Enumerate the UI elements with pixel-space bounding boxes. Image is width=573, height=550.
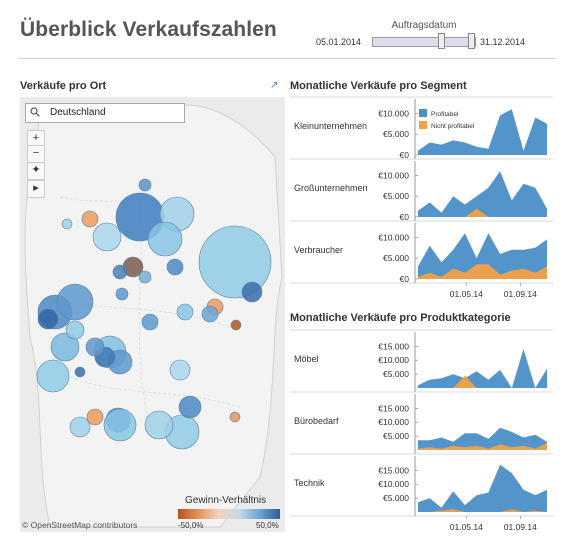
header-divider — [18, 58, 555, 59]
y-tick-label: €10.000 — [378, 479, 409, 489]
map-bubble[interactable] — [229, 411, 241, 423]
date-filter-end[interactable]: 31.12.2014 — [480, 37, 526, 47]
legend-title: Gewinn-Verhältnis — [185, 495, 267, 506]
y-tick-label: €10.000 — [378, 232, 409, 242]
map-bubble[interactable] — [169, 359, 191, 381]
date-filter-start[interactable]: 05.01.2014 — [316, 37, 362, 47]
map-bubble[interactable] — [81, 210, 99, 228]
x-tick-label: 01.05.14 — [450, 289, 483, 299]
map-bubble[interactable] — [36, 359, 70, 393]
map-bubble[interactable] — [241, 281, 263, 303]
y-tick-label: €10.000 — [378, 417, 409, 427]
legend-swatch — [419, 109, 427, 117]
map-bubble[interactable] — [178, 395, 202, 419]
date-filter-label: Auftragsdatum — [391, 20, 457, 31]
area-profitable[interactable] — [418, 464, 547, 512]
legend-label: Nicht profitabel — [431, 123, 475, 130]
external-link-icon[interactable]: ↗ — [270, 80, 279, 91]
map-search-input[interactable] — [25, 103, 185, 123]
map-bubble[interactable] — [138, 270, 152, 284]
area-profitable[interactable] — [418, 109, 547, 155]
y-tick-label: €10.000 — [378, 170, 409, 180]
map-bubble[interactable] — [50, 332, 80, 362]
map-bubble[interactable] — [144, 410, 174, 440]
legend-min-label: -50,0% — [178, 521, 204, 530]
date-slider-handle-start[interactable] — [438, 33, 445, 49]
area-not-profitable[interactable] — [418, 264, 547, 279]
area-not-profitable[interactable] — [418, 443, 547, 450]
y-tick-label: €0 — [400, 212, 410, 222]
map-view[interactable] — [20, 97, 285, 532]
date-range-slider[interactable] — [372, 37, 476, 47]
legend-label: Profitabel — [431, 111, 459, 118]
color-legend-gradient — [178, 509, 280, 519]
pin-map-button[interactable]: ✦ — [27, 162, 45, 180]
area-profitable[interactable] — [418, 349, 547, 388]
map-bubble[interactable] — [74, 366, 86, 378]
x-tick-label: 01.09.14 — [504, 522, 537, 532]
area-not-profitable[interactable] — [418, 208, 547, 217]
map-bubble[interactable] — [69, 416, 91, 438]
map-bubble[interactable] — [85, 337, 105, 357]
map-bubble[interactable] — [115, 287, 129, 301]
search-icon — [30, 107, 40, 117]
search-value[interactable]: Deutschland — [50, 107, 106, 118]
map-bubble[interactable] — [141, 313, 159, 331]
map-bubble[interactable] — [86, 408, 104, 426]
y-tick-label: €10.000 — [378, 355, 409, 365]
map-bubble[interactable] — [37, 308, 59, 330]
map-attribution: © OpenStreetMap contributors — [22, 520, 138, 530]
y-tick-label: €5.000 — [383, 431, 409, 441]
y-tick-label: €0 — [400, 150, 410, 160]
map-tools-button[interactable]: ▸ — [27, 180, 45, 198]
map-bubble[interactable] — [92, 222, 122, 252]
y-tick-label: €5.000 — [383, 129, 409, 139]
map-canvas — [20, 97, 285, 532]
date-slider-handle-end[interactable] — [468, 33, 475, 49]
map-bubble[interactable] — [112, 264, 128, 280]
area-profitable[interactable] — [418, 427, 547, 450]
y-tick-label: €5.000 — [383, 369, 409, 379]
y-tick-label: €15.000 — [378, 465, 409, 475]
map-bubble[interactable] — [201, 305, 219, 323]
y-tick-label: €0 — [400, 274, 410, 284]
map-bubble[interactable] — [103, 408, 137, 442]
map-bubble[interactable] — [61, 218, 73, 230]
area-profitable[interactable] — [418, 233, 547, 279]
row-label: Verbraucher — [294, 245, 343, 255]
x-tick-label: 01.05.14 — [450, 522, 483, 532]
segment-panel-title: Monatliche Verkäufe pro Segment — [290, 80, 467, 92]
map-bubble[interactable] — [65, 320, 85, 340]
row-label: Möbel — [294, 354, 319, 364]
map-bubbles — [36, 178, 272, 450]
area-not-profitable[interactable] — [418, 509, 547, 512]
page-title: Überblick Verkaufszahlen — [20, 18, 277, 41]
row-label: Technik — [294, 478, 325, 488]
y-tick-label: €15.000 — [378, 403, 409, 413]
map-title: Verkäufe pro Ort — [20, 80, 107, 92]
y-tick-label: €5.000 — [383, 493, 409, 503]
y-tick-label: €5.000 — [383, 253, 409, 263]
y-tick-label: €15.000 — [378, 341, 409, 351]
row-label: Bürobedarf — [294, 416, 339, 426]
legend-max-label: 50,0% — [256, 521, 279, 530]
y-tick-label: €5.000 — [383, 191, 409, 201]
legend-swatch — [419, 121, 427, 129]
map-bubble[interactable] — [198, 225, 272, 299]
map-bubble[interactable] — [166, 258, 184, 276]
category-panel-title: Monatliche Verkäufe pro Produktkategorie — [290, 312, 511, 324]
y-tick-label: €10.000 — [378, 108, 409, 118]
map-bubble[interactable] — [147, 221, 183, 257]
x-tick-label: 01.09.14 — [504, 289, 537, 299]
area-profitable[interactable] — [418, 171, 547, 217]
row-label: Großunternehmen — [294, 183, 368, 193]
map-bubble[interactable] — [56, 283, 94, 321]
map-bubble[interactable] — [176, 303, 194, 321]
map-bubble[interactable] — [138, 178, 152, 192]
row-label: Kleinunternehmen — [294, 121, 367, 131]
map-bubble[interactable] — [230, 319, 242, 331]
